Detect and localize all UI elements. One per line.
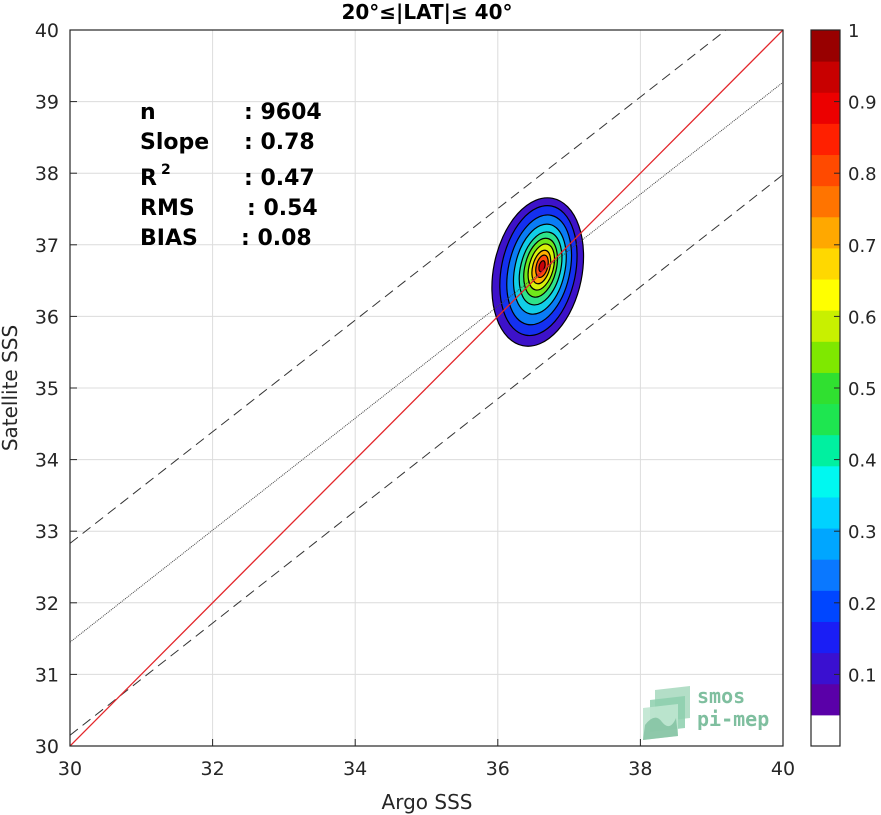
y-tick-label: 32 (35, 593, 59, 615)
identity-line (70, 30, 783, 746)
x-tick-label: 38 (628, 758, 652, 780)
stat-r2-value: : 0.47 (244, 166, 315, 191)
density-contours (491, 197, 585, 347)
colorbar-tick-label: 0.5 (848, 379, 877, 400)
colorbar-segment (811, 123, 840, 156)
colorbar-tick-label: 0.8 (848, 164, 877, 185)
stat-n-value: : 9604 (244, 100, 322, 125)
colorbar-segment (811, 279, 840, 311)
colorbar-segment (811, 714, 840, 747)
colorbar-segment (811, 92, 840, 124)
reference-lines (70, 30, 783, 746)
y-tick-label: 34 (35, 450, 59, 472)
colorbar-tick-label: 0.4 (848, 451, 877, 472)
colorbar-segment (811, 559, 840, 591)
colorbar-segment (811, 247, 840, 280)
stat-r2-label: R (140, 166, 157, 191)
stat-slope-label: Slope (140, 130, 209, 155)
x-axis-label: Argo SSS (382, 790, 473, 814)
colorbar (811, 30, 840, 747)
y-tick-label: 36 (35, 306, 59, 328)
y-ticks: 30 31 32 33 34 35 36 37 38 39 40 (35, 20, 77, 758)
colorbar-segment (811, 528, 840, 560)
colorbar-tick-label: 0.3 (848, 522, 877, 543)
chart-title: 20°≤|LAT|≤ 40° (341, 0, 512, 24)
colorbar-segment (811, 496, 840, 529)
y-axis-label: Satellite SSS (0, 325, 22, 451)
stat-bias-value: : 0.08 (241, 226, 312, 251)
x-tick-label: 30 (58, 758, 82, 780)
colorbar-segment (811, 30, 840, 62)
colorbar-segment (811, 216, 840, 249)
grid (69, 29, 784, 747)
colorbar-segment (811, 652, 840, 685)
y-tick-label: 40 (35, 20, 59, 42)
stat-rms-label: RMS (140, 196, 195, 221)
contour-level (538, 260, 546, 273)
y-tick-label: 35 (35, 378, 59, 400)
colorbar-tick-label: 0.1 (848, 665, 877, 686)
colorbar-tick-label: 0.6 (848, 307, 877, 328)
colorbar-segment (811, 154, 840, 187)
stat-rms-value: : 0.54 (247, 196, 318, 221)
stat-n-label: n (140, 100, 156, 125)
upper-envelope-line (70, 30, 727, 544)
stats-box: n : 9604 Slope : 0.78 R 2 : 0.47 RMS : 0… (140, 100, 322, 251)
logo-text-smos: smos (697, 684, 745, 708)
colorbar-segment (811, 434, 840, 467)
stat-r2-superscript: 2 (161, 162, 171, 178)
colorbar-segment (811, 403, 840, 436)
colorbar-segment (811, 185, 840, 218)
colorbar-tick-label: 1 (848, 21, 859, 42)
colorbar-tick-label: 0.9 (848, 93, 877, 114)
smos-pimep-logo: smos pi-mep (643, 684, 769, 740)
y-tick-label: 38 (35, 163, 59, 185)
colorbar-tick-label: 0.2 (848, 594, 877, 615)
y-tick-label: 39 (35, 92, 59, 114)
colorbar-segment (811, 621, 840, 654)
colorbar-segment (811, 341, 840, 373)
x-tick-label: 40 (771, 758, 795, 780)
y-tick-label: 33 (35, 521, 59, 543)
x-tick-label: 36 (486, 758, 510, 780)
colorbar-segment (811, 465, 840, 498)
colorbar-tick-label: 0.7 (848, 236, 877, 257)
colorbar-segment (811, 310, 840, 342)
logo-icon (643, 686, 690, 740)
colorbar-segment (811, 61, 840, 93)
y-tick-label: 37 (35, 235, 59, 257)
x-ticks: 30 32 34 36 38 40 (58, 739, 795, 780)
stat-bias-label: BIAS (140, 226, 198, 251)
x-tick-label: 34 (343, 758, 367, 780)
y-tick-label: 31 (35, 664, 59, 686)
logo-text-pimep: pi-mep (697, 707, 769, 731)
colorbar-segment (811, 683, 840, 716)
stat-slope-value: : 0.78 (244, 130, 315, 155)
colorbar-segment (811, 590, 840, 622)
y-tick-label: 30 (35, 736, 59, 758)
x-tick-label: 32 (201, 758, 225, 780)
lower-envelope-line (70, 174, 783, 736)
colorbar-ticks: 0.1 0.2 0.3 0.4 0.5 0.6 0.7 0.8 0.9 1 (834, 21, 877, 686)
